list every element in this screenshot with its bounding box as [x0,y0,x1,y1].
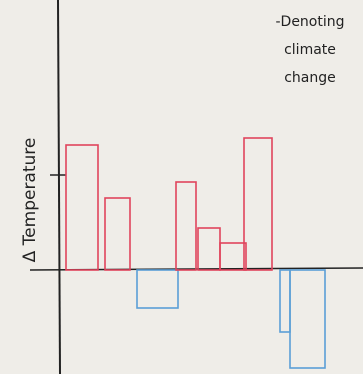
bar [65,144,99,271]
annotation: climate [284,42,336,58]
y-axis-label: Δ Temperature [20,138,40,263]
bar [289,269,326,369]
bar [136,269,179,309]
bar [219,242,247,271]
y-axis [57,0,61,374]
bar [243,137,273,271]
annotation: -Denoting [275,14,344,30]
bar [175,181,197,271]
bar [104,197,131,271]
annotation: change [284,70,336,86]
